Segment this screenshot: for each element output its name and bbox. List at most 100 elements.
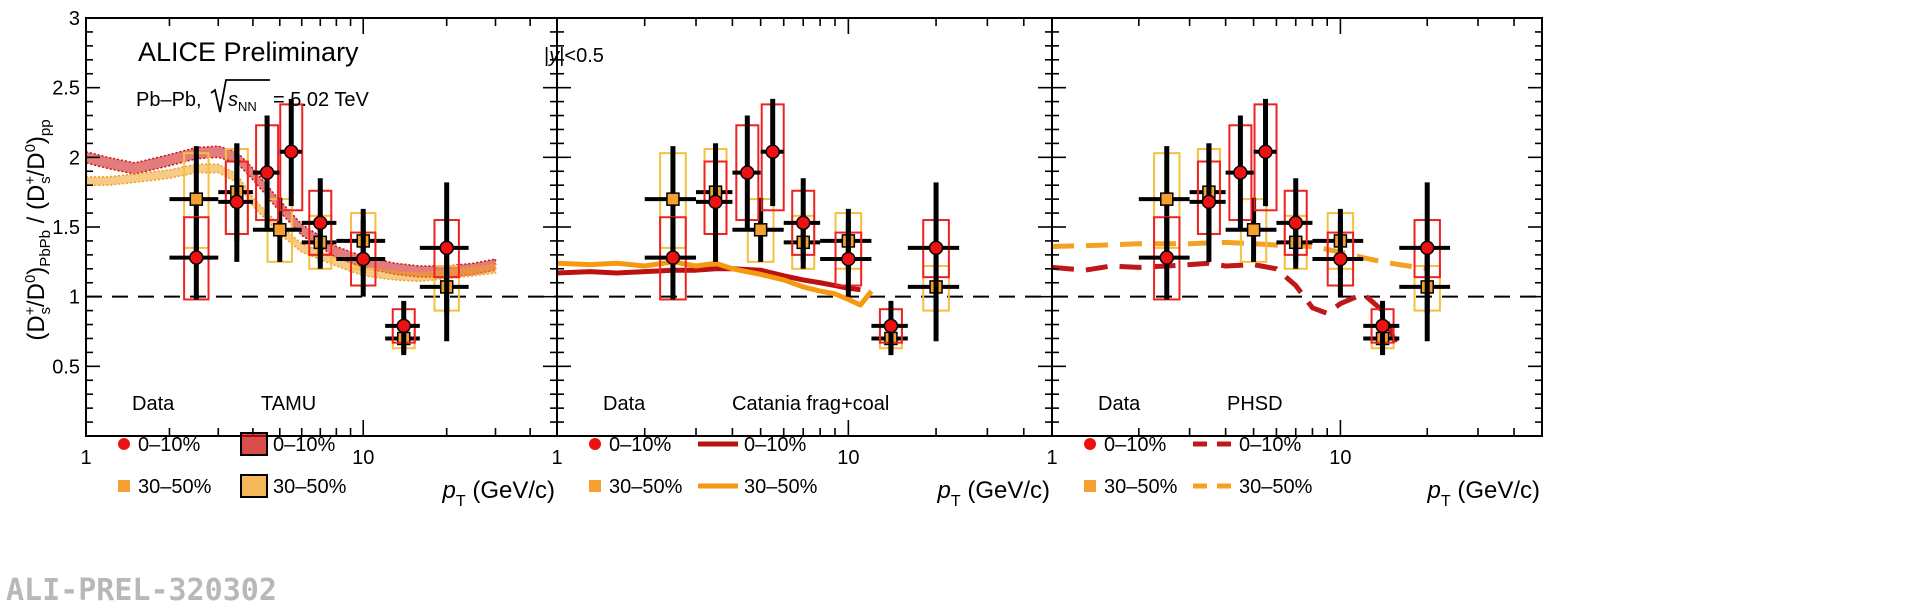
marker-circle <box>313 215 328 231</box>
sqrt-sign <box>210 79 270 113</box>
y-tick-label: 3 <box>69 8 80 30</box>
marker-circle <box>1419 240 1435 256</box>
legend-label-central: 0–10% <box>609 434 671 456</box>
y-tick-label: 2 <box>69 147 80 169</box>
legend-model-header: Catania frag+coal <box>732 393 889 415</box>
data-point <box>1276 178 1313 262</box>
energy-value: = 5.02 TeV <box>273 89 369 111</box>
data-point <box>169 216 219 301</box>
marker-square <box>189 192 204 206</box>
data-point <box>871 300 908 356</box>
x-axis-title-unit: (GeV/c) <box>1451 477 1540 504</box>
x-tick-label: 10 <box>352 447 374 469</box>
legend-label-central: 0–10% <box>138 434 200 456</box>
marker-circle <box>883 318 899 334</box>
data-point <box>696 143 733 262</box>
marker-circle <box>1333 251 1348 267</box>
legend-model-semi: 30–50% <box>744 476 818 498</box>
energy-variable: sNN <box>228 89 257 114</box>
series-central <box>169 98 469 356</box>
marker-circle <box>259 165 275 180</box>
panel-catania-frag-coal: 1 10 pT (GeV/c) Data Catania frag+coal 0–10% 3… <box>551 17 1053 510</box>
legend-model-semi: 30–50% <box>273 476 347 498</box>
model-curve-semi <box>86 163 497 283</box>
legend-marker-circle <box>589 438 601 450</box>
legend-marker-square <box>118 480 130 492</box>
marker-circle <box>1201 194 1217 210</box>
marker-circle <box>1375 318 1390 334</box>
model-curves <box>1052 239 1428 354</box>
x-axis-title-p: p <box>937 477 951 504</box>
marker-circle <box>396 318 411 334</box>
legend-label-semi: 30–50% <box>609 476 683 498</box>
x-axis-title: pT (GeV/c) <box>1427 477 1540 510</box>
legend: Data TAMU 0–10% 30–50% 0–10% 30–50% <box>118 393 347 498</box>
data-point <box>644 146 697 255</box>
x-tick-label: 10 <box>837 447 859 469</box>
data-point <box>1312 220 1364 297</box>
data-point <box>1363 300 1400 356</box>
data-point <box>1253 98 1278 212</box>
x-axis-title-p: p <box>442 477 456 504</box>
y-tick-label: 2.5 <box>52 78 80 100</box>
data-point <box>252 115 280 232</box>
series-central <box>1138 98 1451 356</box>
model-curve-central <box>1052 260 1402 354</box>
x-axis-title-sub: T <box>456 493 466 510</box>
x-axis-title-unit: (GeV/c) <box>466 477 555 504</box>
marker-circle <box>1258 144 1273 160</box>
marker-circle <box>355 251 371 267</box>
data-point <box>279 98 304 212</box>
marker-circle <box>1288 215 1303 231</box>
marker-circle <box>1159 250 1175 265</box>
y-tick-label: 1.5 <box>52 217 80 239</box>
legend-label-central: 0–10% <box>1104 434 1166 456</box>
x-axis-title-p: p <box>1427 477 1441 504</box>
collision-system-label: Pb–Pb, sNN = 5.02 TeV <box>136 79 369 114</box>
data-point <box>1399 247 1451 342</box>
svg-text:(D+s/D0)PbPb / (D+s/D0)pp: (D+s/D0)PbPb / (D+s/D0)pp <box>22 119 54 340</box>
x-tick-label: 1 <box>1046 447 1057 469</box>
marker-circle <box>795 215 811 231</box>
data-point <box>820 220 872 297</box>
marker-square <box>666 192 680 206</box>
marker-square <box>753 223 768 237</box>
x-tick-label: 1 <box>551 447 562 469</box>
legend-model-header: PHSD <box>1227 393 1283 415</box>
x-axis-title: pT (GeV/c) <box>442 477 555 510</box>
legend-data-header: Data <box>603 393 646 415</box>
legend-marker-circle <box>118 438 130 450</box>
marker-circle <box>765 144 780 160</box>
y-axis-title: (D+s/D0)PbPb / (D+s/D0)pp <box>22 119 54 340</box>
series-central <box>644 98 960 356</box>
marker-circle <box>665 250 681 265</box>
system-label: Pb–Pb, <box>136 89 202 111</box>
data-point <box>385 300 420 356</box>
rapidity-label: |y|<0.5 <box>544 45 604 67</box>
model-curve-semi <box>557 259 874 308</box>
marker-circle <box>189 250 204 265</box>
marker-square <box>273 223 287 237</box>
data-point <box>1189 143 1226 262</box>
legend-model-central: 0–10% <box>1239 434 1301 456</box>
legend-model-central: 0–10% <box>744 434 806 456</box>
legend-marker-square <box>589 480 601 492</box>
legend-label-semi: 30–50% <box>138 476 212 498</box>
marker-circle <box>439 240 454 256</box>
legend-label-semi: 30–50% <box>1104 476 1178 498</box>
marker-circle <box>841 251 856 267</box>
data-point <box>1138 216 1190 301</box>
x-axis-title-sub: T <box>951 493 961 510</box>
legend-data-header: Data <box>132 393 175 415</box>
data-point <box>218 143 253 262</box>
marker-square <box>1160 192 1174 206</box>
x-tick-label: 10 <box>1329 447 1351 469</box>
marker-circle <box>740 165 755 180</box>
data-point <box>907 247 960 342</box>
marker-circle <box>283 144 299 160</box>
legend-data-header: Data <box>1098 393 1141 415</box>
marker-square <box>1246 223 1261 237</box>
data-point <box>1225 115 1254 232</box>
y-tick-label: 1 <box>69 287 80 309</box>
